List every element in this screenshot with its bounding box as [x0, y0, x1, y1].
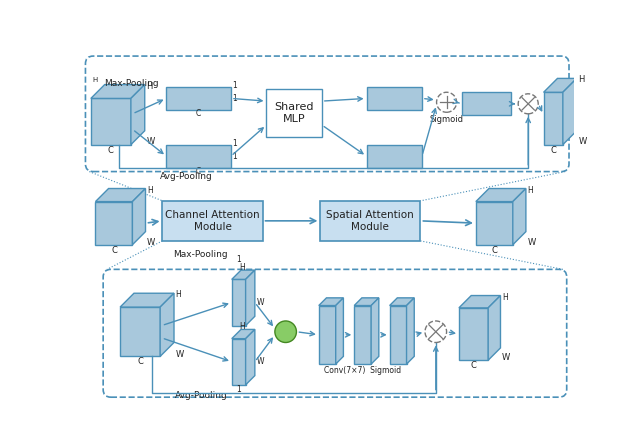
Polygon shape — [120, 293, 174, 307]
Text: H: H — [239, 322, 244, 331]
Text: W: W — [257, 357, 265, 366]
Circle shape — [275, 321, 296, 343]
Text: H: H — [579, 75, 584, 84]
Polygon shape — [513, 189, 526, 245]
Polygon shape — [367, 145, 422, 168]
Polygon shape — [232, 329, 255, 339]
Text: Sigmoid: Sigmoid — [429, 116, 463, 125]
Polygon shape — [95, 202, 132, 245]
Text: H: H — [502, 293, 508, 302]
Polygon shape — [160, 293, 174, 356]
Text: W: W — [502, 353, 510, 362]
Polygon shape — [406, 298, 414, 364]
Polygon shape — [390, 298, 414, 306]
Polygon shape — [319, 306, 336, 364]
Polygon shape — [246, 270, 255, 326]
Text: H: H — [147, 185, 153, 194]
Text: C: C — [470, 361, 476, 370]
Polygon shape — [459, 308, 488, 360]
Text: C: C — [137, 357, 143, 366]
Text: Avg-Pooling: Avg-Pooling — [160, 172, 213, 181]
Text: H: H — [527, 185, 533, 194]
Polygon shape — [563, 78, 577, 145]
Polygon shape — [232, 270, 255, 280]
Text: H: H — [239, 263, 244, 271]
Polygon shape — [462, 92, 511, 116]
Text: Channel Attention
Module: Channel Attention Module — [165, 210, 260, 232]
Circle shape — [436, 92, 456, 112]
FancyBboxPatch shape — [163, 201, 262, 241]
Polygon shape — [95, 189, 145, 202]
Polygon shape — [319, 298, 344, 306]
Text: C: C — [111, 246, 117, 254]
Polygon shape — [91, 99, 131, 145]
Text: C: C — [282, 327, 289, 337]
Text: Max-Pooling: Max-Pooling — [173, 250, 228, 259]
Polygon shape — [390, 306, 406, 364]
Text: W: W — [147, 238, 156, 247]
Polygon shape — [371, 298, 379, 364]
Polygon shape — [354, 298, 379, 306]
Polygon shape — [232, 280, 246, 326]
Text: 1: 1 — [232, 94, 237, 103]
Text: H: H — [92, 77, 98, 83]
Text: C: C — [492, 246, 497, 254]
Text: W: W — [527, 238, 536, 247]
Text: 1: 1 — [236, 255, 241, 264]
Polygon shape — [543, 92, 563, 145]
Circle shape — [425, 321, 447, 343]
Text: C: C — [550, 146, 556, 155]
Polygon shape — [120, 307, 160, 356]
Text: Conv(7×7)  Sigmoid: Conv(7×7) Sigmoid — [324, 366, 401, 375]
Polygon shape — [132, 189, 145, 245]
Polygon shape — [476, 189, 526, 202]
Circle shape — [518, 94, 538, 114]
Text: W: W — [147, 137, 154, 146]
Text: Max-Pooling: Max-Pooling — [104, 79, 159, 88]
Text: 1: 1 — [236, 385, 241, 394]
Polygon shape — [336, 298, 344, 364]
Polygon shape — [246, 329, 255, 385]
Text: Spatial Attention
Module: Spatial Attention Module — [326, 210, 414, 232]
Text: C: C — [196, 109, 201, 118]
Polygon shape — [131, 85, 145, 145]
Text: W: W — [175, 349, 184, 358]
Text: Avg-Pooling: Avg-Pooling — [175, 391, 228, 400]
Polygon shape — [543, 78, 577, 92]
Polygon shape — [476, 202, 513, 245]
Polygon shape — [91, 85, 145, 99]
Text: C: C — [196, 167, 201, 176]
Polygon shape — [266, 89, 322, 137]
FancyBboxPatch shape — [320, 201, 420, 241]
Text: 1: 1 — [232, 152, 237, 161]
Text: Shared
MLP: Shared MLP — [275, 102, 314, 124]
Text: 1: 1 — [232, 138, 237, 147]
Text: 1: 1 — [232, 81, 237, 90]
Text: C: C — [108, 146, 114, 155]
Text: W: W — [257, 298, 265, 307]
Text: H: H — [175, 290, 181, 299]
Polygon shape — [367, 87, 422, 110]
Polygon shape — [459, 296, 500, 308]
Polygon shape — [166, 87, 231, 110]
Text: W: W — [579, 137, 586, 146]
Polygon shape — [488, 296, 500, 360]
Polygon shape — [166, 145, 231, 168]
Polygon shape — [232, 339, 246, 385]
Text: H: H — [147, 82, 153, 90]
Polygon shape — [354, 306, 371, 364]
